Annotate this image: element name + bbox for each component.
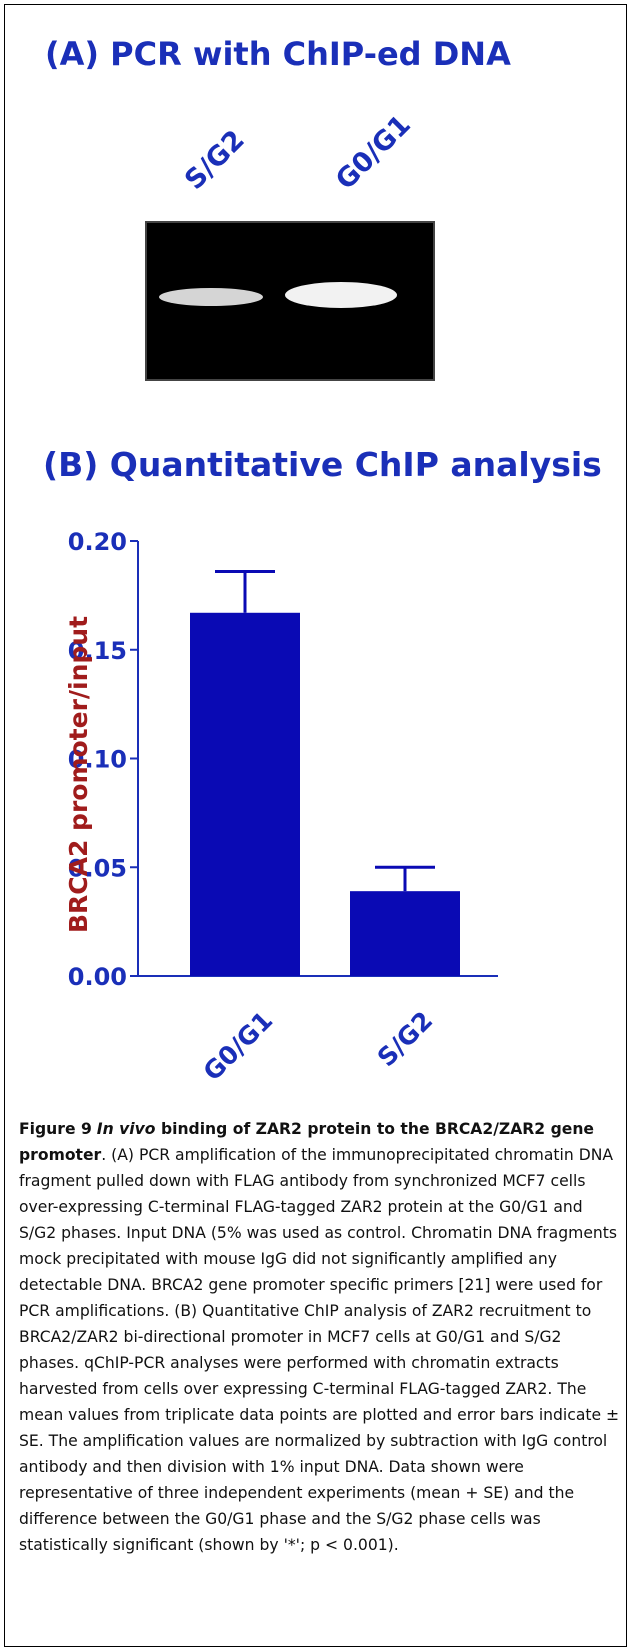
caption-body: . (A) PCR amplification of the immunopre… [19,1146,620,1554]
y-tick-label: 0.05 [68,854,127,882]
gel-band-sg2 [159,288,263,306]
y-tick-label: 0.20 [68,528,127,556]
x-tick-label: G0/G1 [198,1006,279,1087]
y-tick-label: 0.10 [68,746,127,774]
gel-band-g0g1 [285,282,397,308]
caption-title-italic: In vivo [96,1120,156,1138]
panel-b-title: (B) Quantitative ChIP analysis [43,445,602,484]
caption-title: binding of ZAR2 protein to the BRCA2/ZAR… [19,1120,594,1164]
figure-caption: Figure 9 In vivo binding of ZAR2 protein… [19,1116,623,1558]
y-tick-label: 0.15 [68,637,127,665]
x-tick-label: S/G2 [372,1006,439,1073]
bar-chart: 0.00 0.05 0.10 0.15 0.20 BRCA2 promoter/input… [64,528,498,1087]
figure-frame: (A) PCR with ChIP-ed DNA S/G2 G0/G1 (B) … [4,4,627,1647]
caption-label: Figure 9 [19,1120,92,1138]
y-tick-label: 0.00 [68,963,127,991]
lane-label-g0g1: G0/G1 [330,109,417,196]
bar-sg2 [350,891,460,976]
bar-g0g1 [190,612,300,976]
lane-label-sg2: S/G2 [179,124,251,196]
y-axis-title: BRCA2 promoter/input [64,616,93,933]
panel-a-title: (A) PCR with ChIP-ed DNA [45,35,511,73]
gel-image [145,221,435,381]
